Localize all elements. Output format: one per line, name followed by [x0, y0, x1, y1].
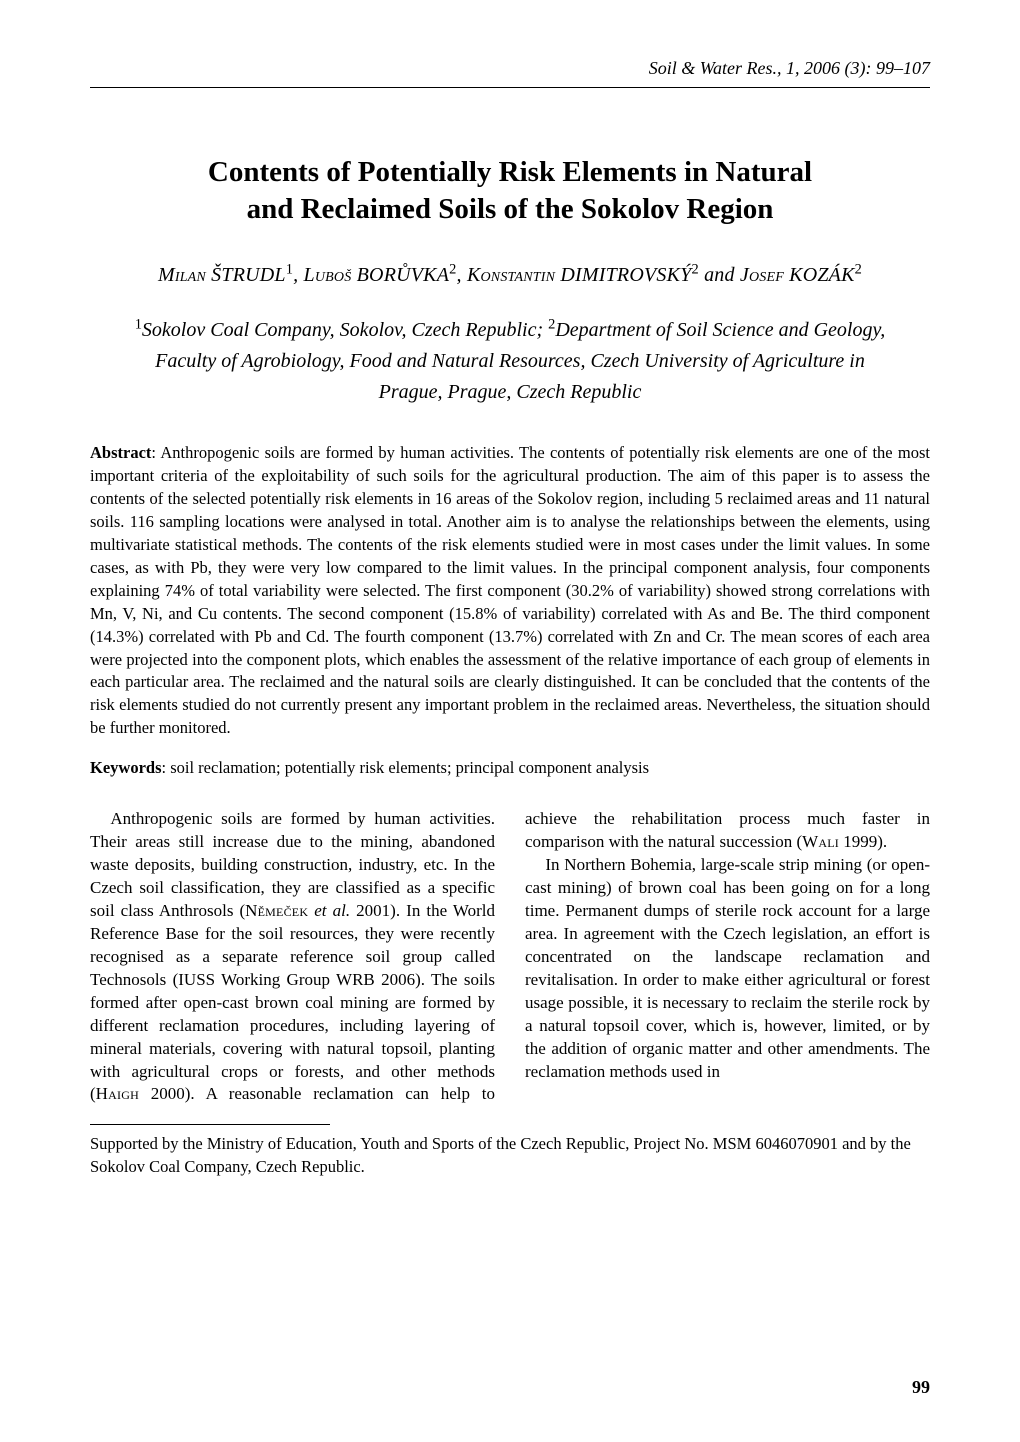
running-head: Soil & Water Res., 1, 2006 (3): 99–107 [90, 58, 930, 79]
page-number: 99 [912, 1377, 930, 1398]
header-rule [90, 87, 930, 88]
footnote-rule [90, 1124, 330, 1125]
abstract-label: Abstract [90, 443, 151, 462]
keywords-text: : soil reclamation; potentially risk ele… [162, 758, 650, 777]
keywords: Keywords: soil reclamation; potentially … [90, 758, 930, 778]
footnote: Supported by the Ministry of Education, … [90, 1133, 930, 1178]
body-paragraph-2: In Northern Bohemia, large-scale strip m… [525, 854, 930, 1083]
affiliations: 1Sokolov Coal Company, Sokolov, Czech Re… [124, 315, 896, 408]
authors: Milan ŠTRUDL1, Luboš BORŮVKA2, Konstanti… [90, 264, 930, 287]
abstract: Abstract: Anthropogenic soils are formed… [90, 442, 930, 740]
title-line-2: and Reclaimed Soils of the Sokolov Regio… [247, 193, 774, 225]
abstract-text: : Anthropogenic soils are formed by huma… [90, 443, 930, 737]
body-columns: Anthropogenic soils are formed by human … [90, 808, 930, 1106]
keywords-label: Keywords [90, 758, 162, 777]
page: Soil & Water Res., 1, 2006 (3): 99–107 C… [0, 0, 1020, 1442]
paper-title: Contents of Potentially Risk Elements in… [122, 154, 898, 228]
title-line-1: Contents of Potentially Risk Elements in… [208, 156, 812, 188]
